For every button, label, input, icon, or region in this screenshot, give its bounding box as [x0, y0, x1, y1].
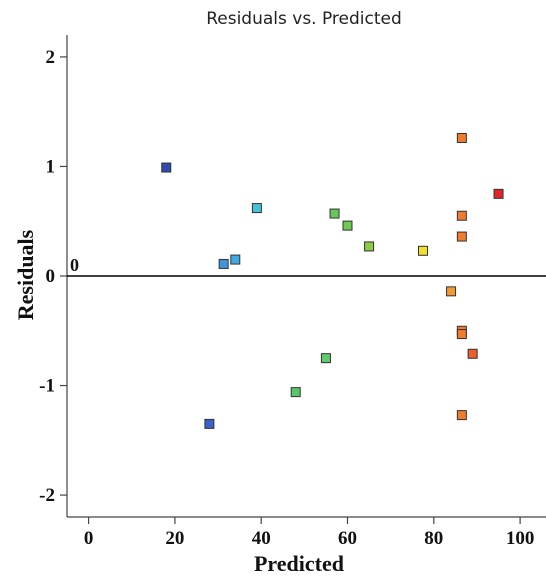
y-tick-label: -2 — [39, 485, 55, 506]
x-tick-label: 80 — [424, 528, 443, 549]
data-point — [204, 418, 215, 429]
x-axis: 0 20 40 60 80 100 — [84, 517, 535, 549]
data-point — [456, 132, 467, 143]
data-points — [161, 132, 504, 429]
data-point — [493, 188, 504, 199]
data-point — [364, 241, 375, 252]
data-point — [456, 410, 467, 421]
data-point — [446, 286, 457, 297]
data-point — [342, 220, 353, 231]
y-tick-label: 2 — [46, 47, 56, 68]
x-tick-label: 60 — [338, 528, 357, 549]
y-axis-title: Residuals — [13, 229, 38, 320]
y-tick-label: 0 — [46, 266, 56, 287]
data-point — [467, 348, 478, 359]
chart-title: Residuals vs. Predicted — [206, 9, 402, 29]
data-point — [251, 203, 262, 214]
data-point — [230, 254, 241, 265]
y-tick-label: 1 — [46, 156, 56, 177]
x-tick-label: 40 — [252, 528, 271, 549]
y-tick-label: -1 — [39, 376, 55, 397]
data-point — [456, 231, 467, 242]
data-point — [456, 210, 467, 221]
zero-reference: 0 — [67, 255, 546, 277]
data-point — [320, 353, 331, 364]
data-point — [218, 258, 229, 269]
data-point — [456, 329, 467, 340]
x-tick-label: 0 — [84, 528, 94, 549]
data-point — [329, 208, 340, 219]
x-tick-label: 20 — [165, 528, 184, 549]
zero-line-label: 0 — [70, 255, 79, 275]
data-point — [418, 245, 429, 256]
data-point — [290, 387, 301, 398]
x-tick-label: 100 — [506, 528, 535, 549]
y-axis: -2 -1 0 1 2 — [39, 47, 67, 506]
x-axis-title: Predicted — [254, 551, 344, 576]
data-point — [161, 162, 172, 173]
